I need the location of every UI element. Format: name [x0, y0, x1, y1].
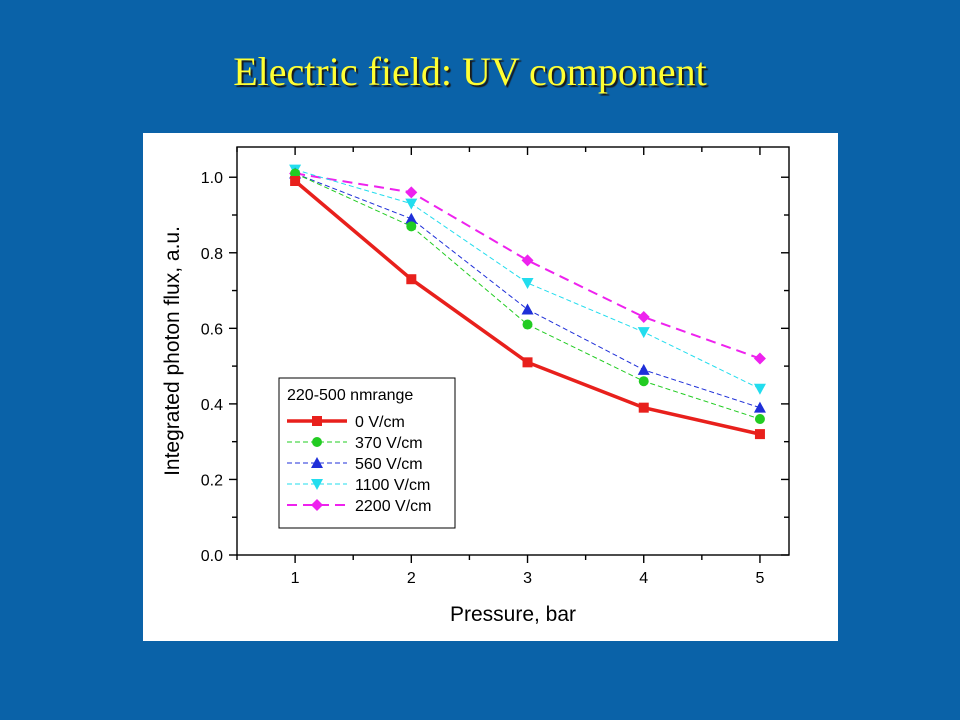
- legend-swatch-marker: [311, 499, 323, 511]
- y-tick-label: 0.6: [201, 321, 223, 338]
- legend-label: 560 V/cm: [355, 456, 423, 473]
- y-tick-label: 1.0: [201, 170, 223, 187]
- series-group: [289, 164, 766, 440]
- data-point: [405, 186, 418, 199]
- data-point: [754, 429, 765, 440]
- data-point: [753, 401, 766, 413]
- data-point: [753, 352, 766, 365]
- slide-title: Electric field: UV component: [233, 49, 707, 94]
- series-line: [294, 172, 761, 360]
- data-point: [638, 376, 649, 387]
- legend-box: [278, 377, 456, 529]
- legend-title: 220-500 nmrange: [287, 387, 413, 404]
- legend-swatch-marker: [312, 416, 322, 426]
- legend: 220-500 nmrange 0 V/cm 370 V/cm 560 V/cm 11…: [278, 377, 456, 529]
- x-axis-title: Pressure, bar: [450, 603, 576, 626]
- legend-label: 0 V/cm: [355, 414, 405, 431]
- x-tick-label: 5: [755, 570, 764, 587]
- legend-label: 370 V/cm: [355, 435, 423, 452]
- series-2200-v-cm: [289, 167, 766, 365]
- data-point: [753, 383, 766, 395]
- data-point: [637, 327, 650, 339]
- data-point: [637, 363, 650, 375]
- x-tick-label: 1: [291, 570, 300, 587]
- data-point: [406, 221, 417, 232]
- legend-entries: 0 V/cm 370 V/cm 560 V/cm 1100 V/cm 2200 V/cm: [287, 414, 431, 515]
- data-point: [406, 274, 417, 285]
- series-560-v-cm: [289, 167, 766, 413]
- series-1100-v-cm: [289, 164, 766, 395]
- series-0-v-cm: [290, 176, 765, 440]
- plot-frame: [236, 146, 790, 556]
- x-tick-label: 2: [407, 570, 416, 587]
- data-point: [522, 319, 533, 330]
- line-chart: 1 2 3 4 5 0.0 0.2 0.4 0.6 0.8 1.0 Pressure, bar In…: [161, 146, 790, 626]
- legend-label: 1100 V/cm: [355, 477, 430, 494]
- axes: [236, 146, 790, 556]
- data-point: [521, 278, 534, 289]
- data-point: [521, 303, 534, 315]
- data-point: [638, 402, 649, 413]
- data-point: [405, 212, 418, 224]
- data-point: [290, 168, 301, 179]
- data-point: [521, 254, 534, 267]
- data-point: [522, 357, 533, 368]
- ticks: 1 2 3 4 5 0.0 0.2 0.4 0.6 0.8 1.0: [201, 147, 789, 587]
- legend-entry: 0 V/cm: [287, 414, 405, 431]
- data-point: [754, 414, 765, 424]
- legend-label: 2200 V/cm: [355, 498, 431, 515]
- data-point: [637, 311, 650, 323]
- x-tick-label: 3: [523, 570, 532, 587]
- series-370-v-cm: [290, 168, 765, 424]
- series-line: [294, 169, 761, 390]
- legend-entry: 1100 V/cm: [287, 477, 430, 494]
- legend-entry: 560 V/cm: [287, 456, 423, 473]
- chart-panel: 1 2 3 4 5 0.0 0.2 0.4 0.6 0.8 1.0 Pressure, bar In…: [143, 133, 838, 641]
- y-axis-title: Integrated photon flux, a.u.: [161, 226, 184, 476]
- legend-swatch-marker: [311, 479, 323, 490]
- data-point: [405, 198, 418, 210]
- series-line: [294, 172, 761, 420]
- x-tick-label: 4: [639, 570, 648, 587]
- legend-swatch-marker: [312, 437, 322, 447]
- data-point: [290, 176, 301, 186]
- y-tick-label: 0.0: [201, 548, 223, 565]
- y-tick-label: 0.8: [201, 246, 223, 263]
- legend-swatch-marker: [311, 457, 323, 468]
- y-tick-label: 0.2: [201, 472, 223, 489]
- series-line: [294, 172, 761, 409]
- legend-entry: 2200 V/cm: [287, 498, 431, 515]
- y-tick-label: 0.4: [201, 397, 223, 414]
- legend-entry: 370 V/cm: [287, 435, 423, 452]
